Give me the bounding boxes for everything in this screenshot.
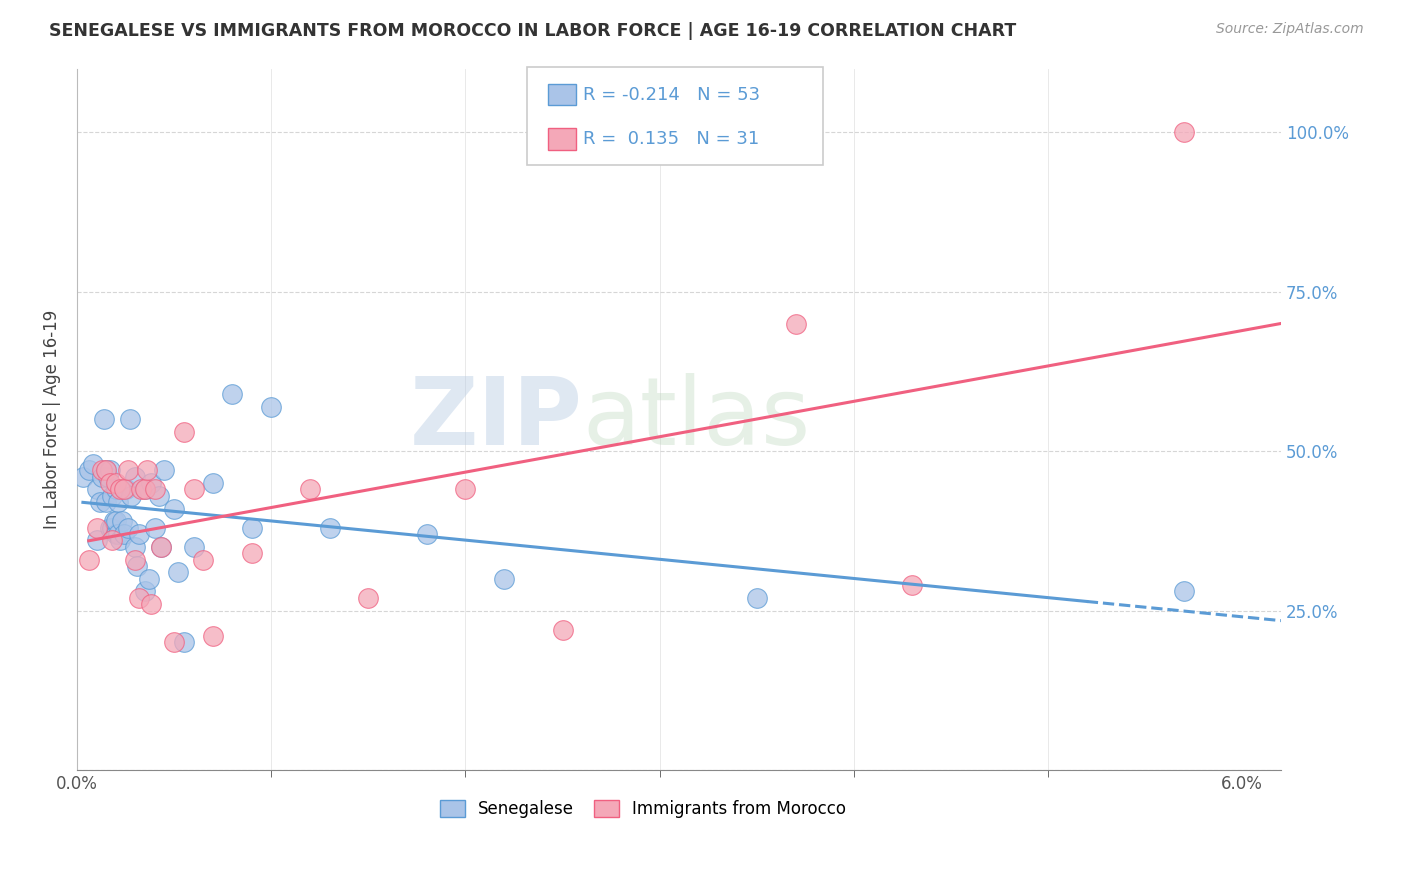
- Point: [163, 635, 186, 649]
- Point: [124, 469, 146, 483]
- Point: [77, 552, 100, 566]
- Point: [153, 463, 176, 477]
- Point: [86, 533, 108, 548]
- Point: [108, 483, 131, 497]
- Point: [494, 572, 516, 586]
- Point: [101, 521, 124, 535]
- Text: atlas: atlas: [582, 373, 811, 466]
- Point: [128, 591, 150, 605]
- Legend: Senegalese, Immigrants from Morocco: Senegalese, Immigrants from Morocco: [433, 793, 853, 825]
- Point: [118, 412, 141, 426]
- Point: [89, 495, 111, 509]
- Text: R = -0.214   N = 53: R = -0.214 N = 53: [583, 86, 761, 103]
- Point: [112, 527, 135, 541]
- Point: [221, 386, 243, 401]
- Point: [97, 469, 120, 483]
- Point: [86, 521, 108, 535]
- Point: [117, 521, 139, 535]
- Point: [104, 476, 127, 491]
- Point: [107, 495, 129, 509]
- Point: [138, 572, 160, 586]
- Point: [108, 533, 131, 548]
- Point: [148, 489, 170, 503]
- Point: [163, 501, 186, 516]
- Point: [183, 540, 205, 554]
- Point: [183, 483, 205, 497]
- Point: [107, 527, 129, 541]
- Point: [551, 623, 574, 637]
- Point: [104, 527, 127, 541]
- Point: [98, 521, 121, 535]
- Point: [101, 533, 124, 548]
- Point: [193, 552, 215, 566]
- Point: [240, 521, 263, 535]
- Point: [357, 591, 380, 605]
- Point: [139, 597, 162, 611]
- Point: [104, 483, 127, 497]
- Point: [173, 425, 195, 439]
- Point: [415, 527, 437, 541]
- Point: [114, 483, 136, 497]
- Point: [72, 469, 94, 483]
- Point: [143, 483, 166, 497]
- Point: [240, 546, 263, 560]
- Point: [785, 317, 807, 331]
- Point: [91, 469, 114, 483]
- Point: [318, 521, 340, 535]
- Point: [127, 558, 149, 573]
- Point: [134, 483, 156, 497]
- Point: [82, 457, 104, 471]
- Point: [143, 521, 166, 535]
- Text: R =  0.135   N = 31: R = 0.135 N = 31: [583, 130, 759, 148]
- Point: [124, 552, 146, 566]
- Point: [202, 476, 225, 491]
- Point: [149, 540, 172, 554]
- Point: [104, 514, 127, 528]
- Point: [149, 540, 172, 554]
- Point: [124, 540, 146, 554]
- Point: [745, 591, 768, 605]
- Point: [91, 463, 114, 477]
- Point: [1173, 584, 1195, 599]
- Point: [202, 629, 225, 643]
- Point: [260, 400, 283, 414]
- Point: [117, 463, 139, 477]
- Point: [120, 489, 142, 503]
- Point: [98, 463, 121, 477]
- Point: [901, 578, 924, 592]
- Point: [101, 489, 124, 503]
- Point: [96, 495, 118, 509]
- Point: [299, 483, 322, 497]
- Point: [454, 483, 477, 497]
- Point: [134, 483, 156, 497]
- Text: ZIP: ZIP: [409, 373, 582, 466]
- Point: [134, 584, 156, 599]
- Point: [139, 476, 162, 491]
- Point: [93, 412, 115, 426]
- Point: [98, 476, 121, 491]
- Point: [1173, 125, 1195, 139]
- Point: [77, 463, 100, 477]
- Point: [103, 514, 125, 528]
- Point: [128, 527, 150, 541]
- Text: SENEGALESE VS IMMIGRANTS FROM MOROCCO IN LABOR FORCE | AGE 16-19 CORRELATION CHA: SENEGALESE VS IMMIGRANTS FROM MOROCCO IN…: [49, 22, 1017, 40]
- Point: [111, 514, 134, 528]
- Point: [86, 483, 108, 497]
- Y-axis label: In Labor Force | Age 16-19: In Labor Force | Age 16-19: [44, 310, 60, 529]
- Point: [96, 463, 118, 477]
- Point: [136, 463, 159, 477]
- Point: [112, 483, 135, 497]
- Point: [173, 635, 195, 649]
- Point: [167, 566, 190, 580]
- Text: Source: ZipAtlas.com: Source: ZipAtlas.com: [1216, 22, 1364, 37]
- Point: [129, 483, 152, 497]
- Point: [96, 463, 118, 477]
